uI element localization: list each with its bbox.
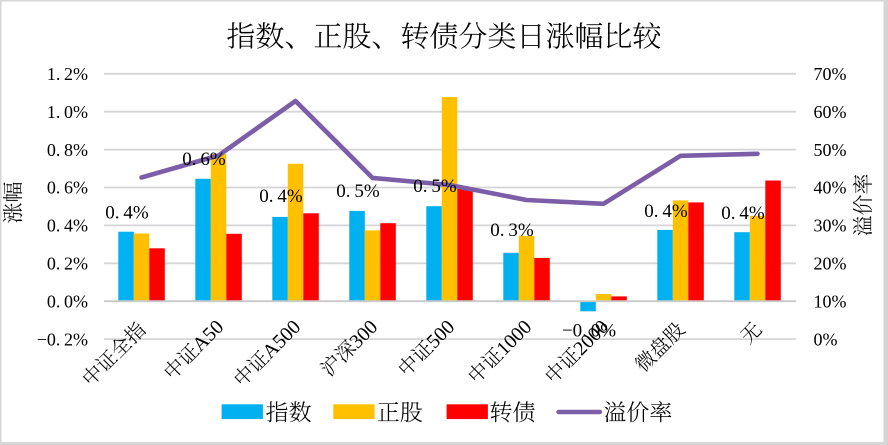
svg-text:0. 0%: 0. 0% bbox=[47, 291, 88, 311]
svg-text:1. 2%: 1. 2% bbox=[47, 64, 88, 84]
svg-text:0. 4%: 0. 4% bbox=[259, 186, 303, 207]
svg-text:40%: 40% bbox=[814, 178, 847, 198]
svg-text:0. 6%: 0. 6% bbox=[182, 149, 226, 170]
svg-text:0. 8%: 0. 8% bbox=[47, 140, 88, 160]
svg-text:0. 5%: 0. 5% bbox=[336, 181, 380, 202]
svg-text:70%: 70% bbox=[814, 64, 847, 84]
svg-text:50%: 50% bbox=[814, 140, 847, 160]
svg-text:0%: 0% bbox=[814, 329, 838, 349]
svg-text:60%: 60% bbox=[814, 102, 847, 122]
svg-text:10%: 10% bbox=[814, 291, 847, 311]
svg-text:30%: 30% bbox=[814, 216, 847, 236]
svg-text:−0. 0%: −0. 0% bbox=[562, 321, 616, 342]
svg-text:0. 3%: 0. 3% bbox=[490, 220, 534, 241]
svg-text:−0. 2%: −0. 2% bbox=[37, 329, 88, 349]
svg-text:0. 2%: 0. 2% bbox=[47, 254, 88, 274]
svg-text:1. 0%: 1. 0% bbox=[47, 102, 88, 122]
svg-text:0. 6%: 0. 6% bbox=[47, 178, 88, 198]
svg-text:20%: 20% bbox=[814, 254, 847, 274]
svg-text:0. 4%: 0. 4% bbox=[105, 203, 149, 224]
svg-text:0. 4%: 0. 4% bbox=[644, 201, 688, 222]
svg-text:0. 4%: 0. 4% bbox=[721, 203, 765, 224]
svg-text:0. 4%: 0. 4% bbox=[47, 216, 88, 236]
svg-text:0. 5%: 0. 5% bbox=[413, 176, 457, 197]
